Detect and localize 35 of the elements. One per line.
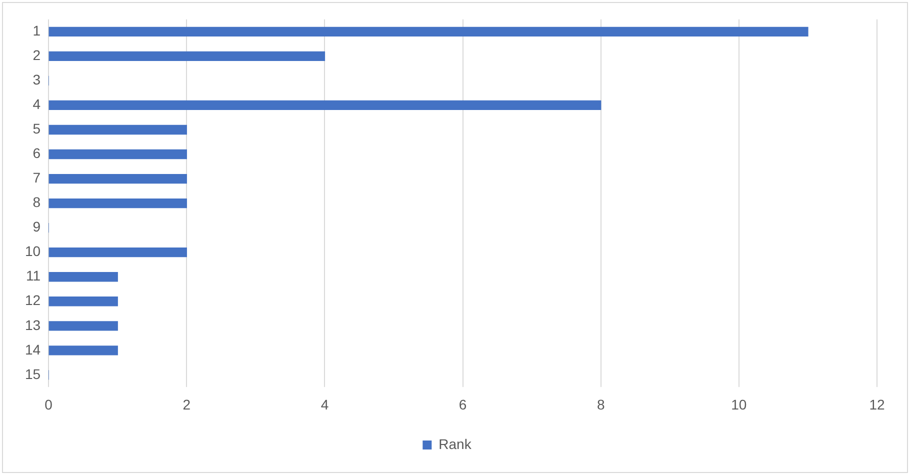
bar: [48, 51, 326, 62]
bar: [48, 149, 187, 160]
x-tick-label: 8: [596, 396, 605, 412]
x-tick-label: 0: [44, 396, 53, 412]
bar: [48, 272, 118, 282]
x-tick-label: 12: [869, 396, 885, 412]
bar: [48, 346, 118, 356]
y-tick-label: 6: [32, 145, 41, 162]
bar: [48, 124, 187, 135]
bar: [48, 296, 118, 306]
y-tick-label: 4: [32, 96, 41, 112]
bar: [48, 174, 187, 184]
bar: [48, 198, 187, 208]
y-tick-label: 14: [24, 341, 41, 358]
bar: [48, 26, 808, 36]
y-tick-label: 8: [32, 194, 41, 210]
y-tick-label: 5: [32, 120, 41, 137]
x-tick-label: 6: [458, 396, 467, 412]
bar: [48, 248, 187, 258]
bar: [48, 321, 118, 331]
x-tick-label: 4: [320, 396, 329, 412]
y-tick-label: 12: [24, 292, 41, 308]
x-tick-label: 2: [182, 396, 191, 412]
y-tick-label: 13: [24, 316, 41, 333]
y-tick-label: 1: [32, 22, 41, 39]
x-tick-label: 10: [731, 396, 747, 412]
y-tick-label: 10: [24, 243, 41, 260]
y-tick-label: 11: [26, 268, 41, 284]
legend-label: Rank: [438, 436, 472, 452]
y-tick-label: 9: [32, 218, 41, 235]
y-tick-label: 2: [32, 47, 41, 64]
bar: [48, 100, 602, 110]
y-tick-label: 7: [32, 170, 41, 186]
y-tick-label: 3: [32, 72, 41, 88]
y-tick-label: 15: [24, 366, 41, 382]
